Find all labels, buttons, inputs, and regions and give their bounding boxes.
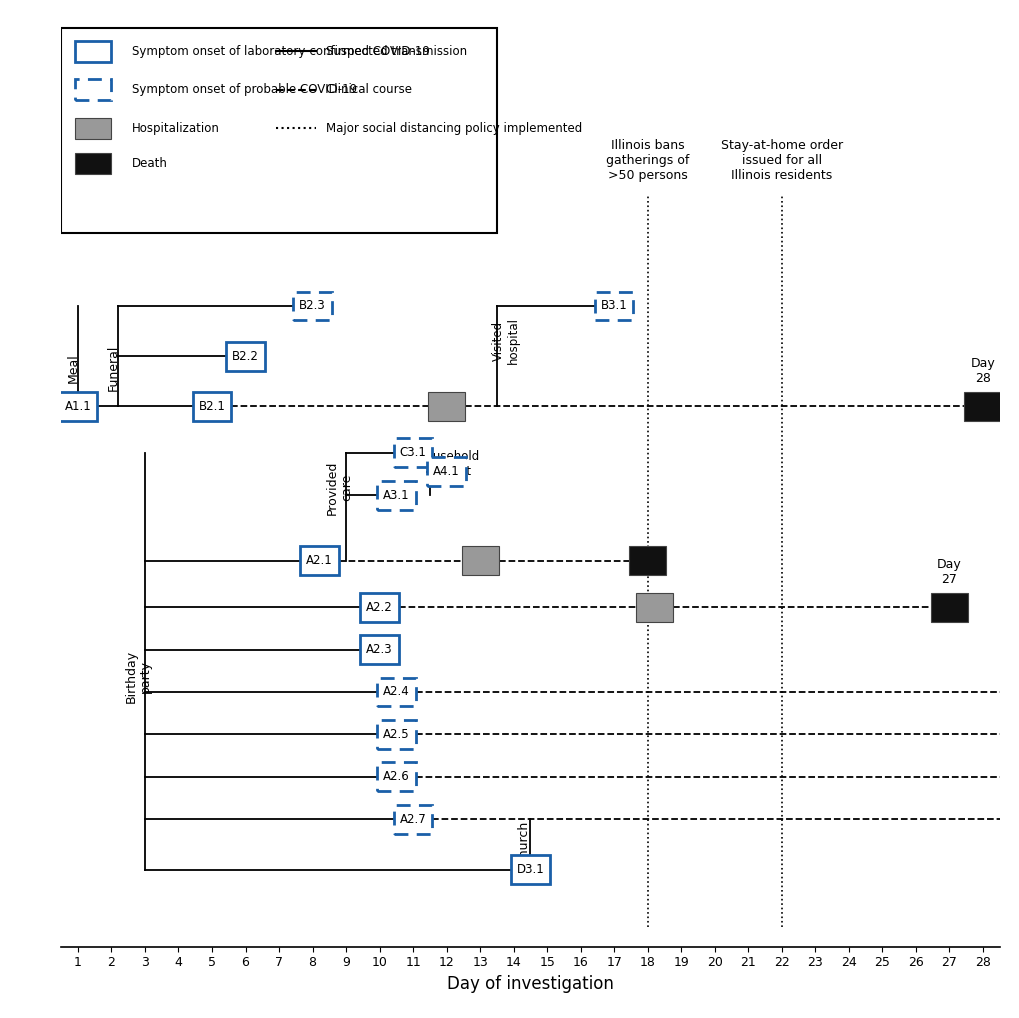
Text: A2.4: A2.4 [382,685,410,698]
Text: Provided
care: Provided care [325,460,353,514]
Text: Visited
hospital: Visited hospital [491,318,520,364]
Text: B3.1: B3.1 [600,299,627,313]
FancyBboxPatch shape [59,392,97,420]
Text: A2.6: A2.6 [382,771,410,784]
Text: Birthday
party: Birthday party [124,649,152,703]
FancyBboxPatch shape [393,805,432,834]
Bar [74,118,111,139]
X-axis label: Day of investigation: Day of investigation [446,975,613,993]
Text: Suspected transmission: Suspected transmission [326,45,467,58]
FancyBboxPatch shape [293,291,331,321]
FancyBboxPatch shape [377,762,415,791]
FancyBboxPatch shape [193,392,231,420]
Text: Clinical course: Clinical course [326,83,412,97]
Text: A4.1: A4.1 [433,465,460,478]
Text: Stay-at-home order
issued for all
Illinois residents: Stay-at-home order issued for all Illino… [720,139,842,182]
FancyBboxPatch shape [377,480,415,510]
Bar [636,592,673,622]
FancyBboxPatch shape [74,79,111,101]
Text: A1.1: A1.1 [64,400,92,413]
Text: Major social distancing policy implemented: Major social distancing policy implement… [326,122,582,135]
Text: B2.2: B2.2 [232,349,259,362]
FancyBboxPatch shape [377,720,415,749]
FancyBboxPatch shape [594,291,633,321]
FancyBboxPatch shape [377,678,415,706]
Text: Household
contact: Household contact [418,450,480,478]
FancyBboxPatch shape [360,635,398,664]
Text: Death: Death [131,157,167,170]
Text: C3.1: C3.1 [399,446,426,459]
Bar [629,547,665,575]
Text: Symptom onset of probable COVID-19: Symptom onset of probable COVID-19 [131,83,357,97]
Text: A2.1: A2.1 [306,554,332,567]
FancyBboxPatch shape [300,547,338,575]
Bar [963,392,1001,420]
Text: Symptom onset of laboratory-confirmed COVID-19: Symptom onset of laboratory-confirmed CO… [131,45,429,58]
FancyBboxPatch shape [226,342,265,371]
Bar [930,592,967,622]
Text: B2.1: B2.1 [199,400,225,413]
Text: Hospitalization: Hospitalization [131,122,219,135]
Text: B2.3: B2.3 [299,299,326,313]
FancyBboxPatch shape [511,855,549,884]
FancyBboxPatch shape [74,41,111,62]
Text: A2.7: A2.7 [399,812,426,826]
Bar [74,153,111,174]
Text: Day
28: Day 28 [969,357,995,385]
Text: Illinois bans
gatherings of
>50 persons: Illinois bans gatherings of >50 persons [605,139,689,182]
FancyBboxPatch shape [427,457,466,487]
Bar [428,392,465,420]
Text: A2.5: A2.5 [383,728,410,741]
Text: Day
27: Day 27 [936,558,961,585]
Text: A2.2: A2.2 [366,601,392,614]
FancyBboxPatch shape [393,438,432,467]
FancyBboxPatch shape [360,592,398,622]
Bar [462,547,498,575]
Text: Funeral: Funeral [107,344,119,391]
Text: Meal: Meal [66,353,79,383]
Text: Church: Church [517,821,530,864]
Bar [61,29,496,233]
Text: D3.1: D3.1 [516,863,544,876]
Text: A3.1: A3.1 [383,489,410,502]
Text: A2.3: A2.3 [366,643,392,656]
